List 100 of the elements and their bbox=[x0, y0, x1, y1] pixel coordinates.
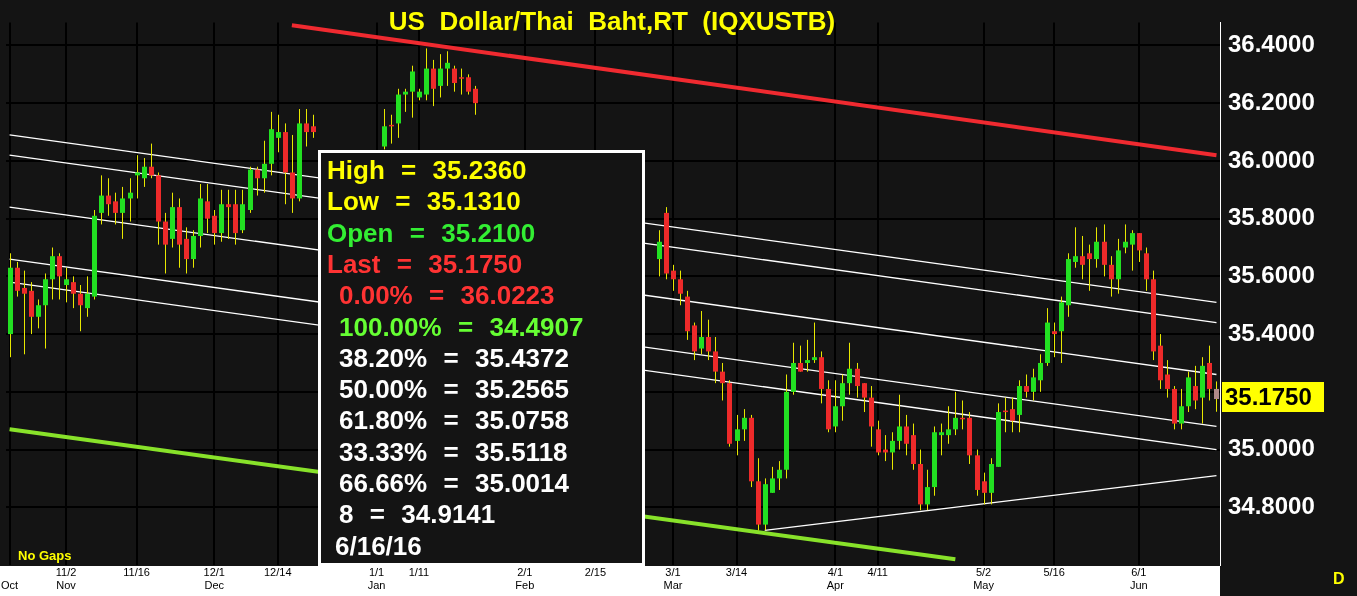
candlestick bbox=[777, 460, 782, 491]
y-tick-label: 35.0000 bbox=[1228, 434, 1315, 462]
candlestick bbox=[1038, 353, 1043, 393]
candlestick bbox=[106, 177, 111, 217]
candlestick bbox=[1031, 368, 1036, 401]
candlestick bbox=[403, 88, 408, 113]
candlestick bbox=[1094, 226, 1099, 269]
candlestick bbox=[1193, 365, 1198, 410]
candlestick bbox=[713, 336, 718, 384]
candlestick bbox=[226, 189, 231, 240]
y-tick-label: 35.8000 bbox=[1228, 203, 1315, 231]
candlestick bbox=[304, 108, 309, 148]
candlestick bbox=[720, 362, 725, 401]
y-tick-label: 34.8000 bbox=[1228, 491, 1315, 519]
candlestick bbox=[876, 420, 881, 456]
annotation: 100.00% = 34.4907 bbox=[339, 311, 584, 342]
candlestick bbox=[255, 166, 260, 197]
chart-title: US Dollar/Thai Baht,RT (IQXUSTB) bbox=[388, 6, 836, 36]
candlestick bbox=[812, 322, 817, 364]
y-tick-label: 36.0000 bbox=[1228, 145, 1315, 173]
candlestick bbox=[205, 183, 210, 234]
candlestick bbox=[1052, 322, 1057, 358]
annotation: High = 35.2360 bbox=[327, 155, 527, 185]
candlestick bbox=[904, 414, 909, 456]
candlestick bbox=[431, 59, 436, 107]
text: D bbox=[1333, 570, 1345, 588]
annotation: Low = 35.1310 bbox=[327, 186, 521, 217]
x-tick-label: 1/11 bbox=[408, 565, 430, 578]
y-tick-label: 36.4000 bbox=[1228, 30, 1315, 58]
candlestick bbox=[840, 374, 845, 422]
candlestick bbox=[459, 68, 464, 96]
candlestick bbox=[798, 345, 803, 373]
candlestick bbox=[452, 65, 457, 93]
candlestick bbox=[855, 362, 860, 399]
candlestick bbox=[678, 270, 683, 306]
annotation: 61.80% = 35.0758 bbox=[339, 405, 569, 436]
annotation: 6/16/16 bbox=[335, 530, 422, 561]
candlestick bbox=[770, 466, 775, 494]
x-tick-label: 5/2 May bbox=[973, 565, 995, 591]
annotation: 0.00% = 36.0223 bbox=[339, 280, 555, 311]
candlestick bbox=[1087, 244, 1092, 292]
x-tick-label: 3/14 bbox=[725, 565, 748, 578]
x-tick-label: 5/16 bbox=[1043, 565, 1065, 578]
candlestick bbox=[953, 391, 958, 436]
x-tick-label: 3/1 Mar bbox=[663, 565, 683, 591]
x-tick-label: Oct bbox=[1, 578, 19, 591]
annotation: 66.66% = 35.0014 bbox=[339, 468, 569, 498]
candlestick bbox=[85, 275, 90, 318]
candlestick bbox=[163, 212, 168, 274]
candlestick bbox=[1102, 223, 1107, 277]
candlestick bbox=[890, 431, 895, 471]
candlestick bbox=[1073, 226, 1078, 269]
candlestick bbox=[946, 405, 951, 445]
candlestick bbox=[742, 408, 747, 442]
candlestick bbox=[135, 154, 140, 199]
candlestick bbox=[276, 114, 281, 153]
annotation: No Gaps bbox=[18, 548, 72, 563]
candlestick bbox=[833, 379, 838, 433]
candlestick bbox=[212, 209, 217, 246]
y-tick-label: 35.6000 bbox=[1228, 261, 1315, 289]
candlestick bbox=[1214, 380, 1219, 413]
candlestick bbox=[1080, 235, 1085, 280]
candlestick bbox=[897, 394, 902, 451]
text: 35.1750 bbox=[1222, 382, 1324, 412]
x-tick-label: 4/1 Apr bbox=[826, 565, 845, 591]
candlestick bbox=[982, 472, 987, 505]
candlestick bbox=[466, 73, 471, 96]
candlestick bbox=[706, 319, 711, 361]
candlestick bbox=[1024, 374, 1029, 399]
annotation: 50.00% = 35.2565 bbox=[339, 374, 569, 405]
x-tick-label: 11/2 Nov bbox=[55, 565, 77, 591]
candlestick bbox=[671, 264, 676, 292]
annotation: Open = 35.2100 bbox=[327, 217, 536, 248]
candlestick bbox=[657, 229, 662, 277]
candlestick bbox=[473, 85, 478, 116]
candlestick bbox=[925, 469, 930, 511]
candlestick bbox=[36, 298, 41, 329]
candlestick bbox=[22, 270, 27, 355]
x-tick-label: 2/15 bbox=[584, 565, 607, 578]
candlestick bbox=[1109, 255, 1114, 298]
x-tick-label: 1/1 Jan bbox=[367, 565, 386, 591]
candlestick bbox=[410, 65, 415, 119]
x-tick-label: 12/1 Dec bbox=[203, 565, 225, 591]
candlestick bbox=[1137, 232, 1142, 263]
annotation: Last = 35.1750 bbox=[327, 248, 523, 279]
candlestick bbox=[382, 108, 387, 150]
annotation: 33.33% = 35.5118 bbox=[339, 436, 568, 467]
x-tick-label: 4/11 bbox=[867, 565, 888, 578]
candlestick bbox=[64, 267, 69, 303]
candlestick bbox=[438, 53, 443, 98]
x-tick-label: 12/14 bbox=[264, 565, 292, 578]
candlestick bbox=[120, 186, 125, 240]
x-tick-label: 6/1 Jun bbox=[1129, 565, 1148, 591]
candlestick bbox=[78, 284, 83, 332]
y-tick-label: 35.4000 bbox=[1228, 318, 1315, 346]
x-tick-label: 2/1 Feb bbox=[515, 565, 535, 591]
candlestick bbox=[262, 140, 267, 194]
candlestick bbox=[805, 339, 810, 373]
candlestick bbox=[113, 192, 118, 225]
candlestick bbox=[862, 382, 867, 413]
